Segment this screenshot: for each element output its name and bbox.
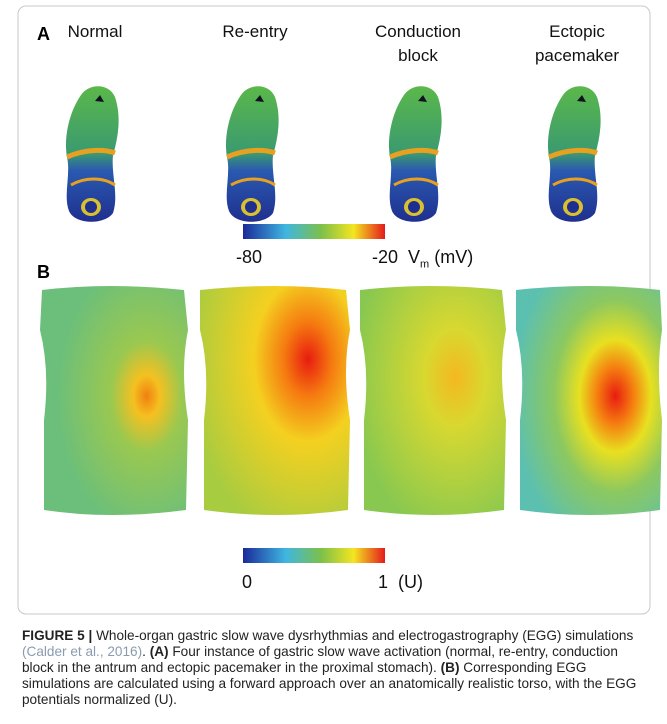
- text: FIGURE 5 |: [22, 628, 93, 643]
- torso: [200, 286, 350, 515]
- torso: [516, 286, 662, 515]
- caption: FIGURE 5 | Whole-organ gastric slow wave…: [22, 628, 652, 708]
- text: m: [420, 258, 430, 271]
- stomach: [389, 86, 442, 222]
- text: Whole-organ gastric slow wave dysrhythmi…: [96, 628, 634, 643]
- text: 1: [378, 572, 389, 592]
- text: (Calder et al., 2016): [22, 644, 143, 659]
- text: pacemaker: [534, 46, 620, 65]
- panel-label: B: [37, 262, 50, 282]
- text: Re-entry: [222, 22, 288, 41]
- text: (mV): [434, 247, 474, 267]
- text: V: [408, 247, 421, 267]
- text: -20: [372, 247, 399, 267]
- text: block: [398, 46, 438, 65]
- stomach: [66, 86, 119, 222]
- stomach: [226, 86, 279, 222]
- colorbar: [243, 224, 385, 239]
- panel-label: A: [37, 24, 50, 44]
- colorbar-label: -80: [236, 247, 263, 267]
- column-title: Conduction block: [348, 20, 488, 68]
- text: (U): [398, 572, 424, 592]
- torso: [360, 286, 506, 515]
- text: Four instance of gastric slow wave activ…: [22, 644, 618, 675]
- text: Normal: [67, 22, 123, 41]
- text: Ectopic: [549, 22, 605, 41]
- colorbar-label: 0: [242, 572, 253, 592]
- text: Corresponding EGG simulations are calcul…: [22, 660, 637, 707]
- text: (B): [440, 660, 460, 675]
- column-title: Re-entry: [185, 20, 325, 44]
- colorbar-label: -20 Vm (mV): [372, 245, 473, 277]
- column-title: Normal: [25, 20, 165, 44]
- colorbar-label: 1 (U): [378, 570, 423, 594]
- stomach: [548, 86, 601, 222]
- torso: [40, 286, 188, 515]
- text: (A): [149, 644, 169, 659]
- text: .: [142, 644, 146, 659]
- colorbar: [243, 548, 385, 563]
- column-title: Ectopic pacemaker: [507, 20, 647, 68]
- text: Conduction: [374, 22, 461, 41]
